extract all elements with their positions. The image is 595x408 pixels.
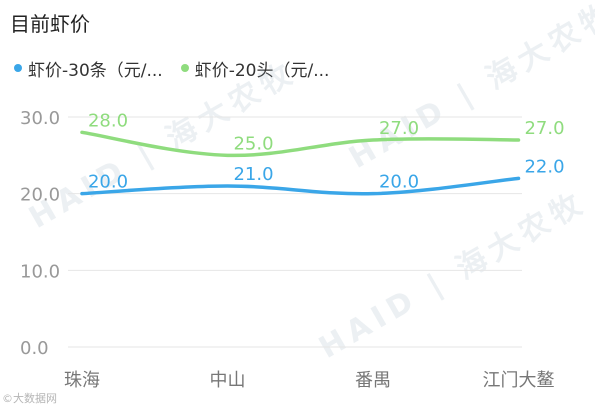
data-label: 21.0: [233, 164, 273, 185]
x-tick-label: 珠海: [64, 370, 100, 391]
legend-label-series-1: 虾价-30条（元/...: [28, 60, 163, 81]
y-tick-label: 30.0: [20, 108, 60, 129]
legend-item-series-1[interactable]: 虾价-30条（元/...: [14, 56, 163, 81]
x-tick-label: 中山: [210, 370, 246, 391]
series-line-1: [80, 176, 521, 196]
footer-watermark: ©大数据网: [2, 392, 57, 405]
data-label: 25.0: [233, 133, 273, 154]
x-tick-label: 江门大鳌: [483, 370, 555, 391]
y-tick-label: 20.0: [20, 185, 60, 206]
data-label: 28.0: [88, 110, 128, 131]
data-label: 27.0: [379, 118, 419, 139]
data-label: 20.0: [379, 172, 419, 193]
legend-dot-series-1: [14, 64, 22, 72]
data-label: 27.0: [524, 118, 564, 139]
legend: 虾价-30条（元/... 虾价-20头（元/...: [14, 56, 330, 81]
series-line-2: [80, 130, 521, 158]
y-tick-label: 0.0: [20, 338, 49, 359]
legend-dot-series-2: [180, 64, 189, 72]
y-tick-label: 10.0: [20, 261, 60, 282]
legend-label-series-2: 虾价-20头（元/...: [194, 60, 330, 81]
legend-item-series-2[interactable]: 虾价-20头（元/...: [180, 56, 330, 81]
x-tick-label: 番禺: [355, 370, 391, 391]
chart-title: 目前虾价: [10, 12, 90, 36]
data-label: 22.0: [524, 156, 564, 177]
data-label: 20.0: [88, 172, 128, 193]
